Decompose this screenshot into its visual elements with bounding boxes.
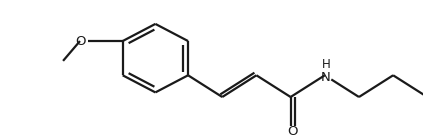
Text: N: N	[321, 71, 331, 84]
Text: O: O	[75, 34, 86, 48]
Text: H: H	[321, 58, 330, 71]
Text: O: O	[287, 125, 298, 138]
